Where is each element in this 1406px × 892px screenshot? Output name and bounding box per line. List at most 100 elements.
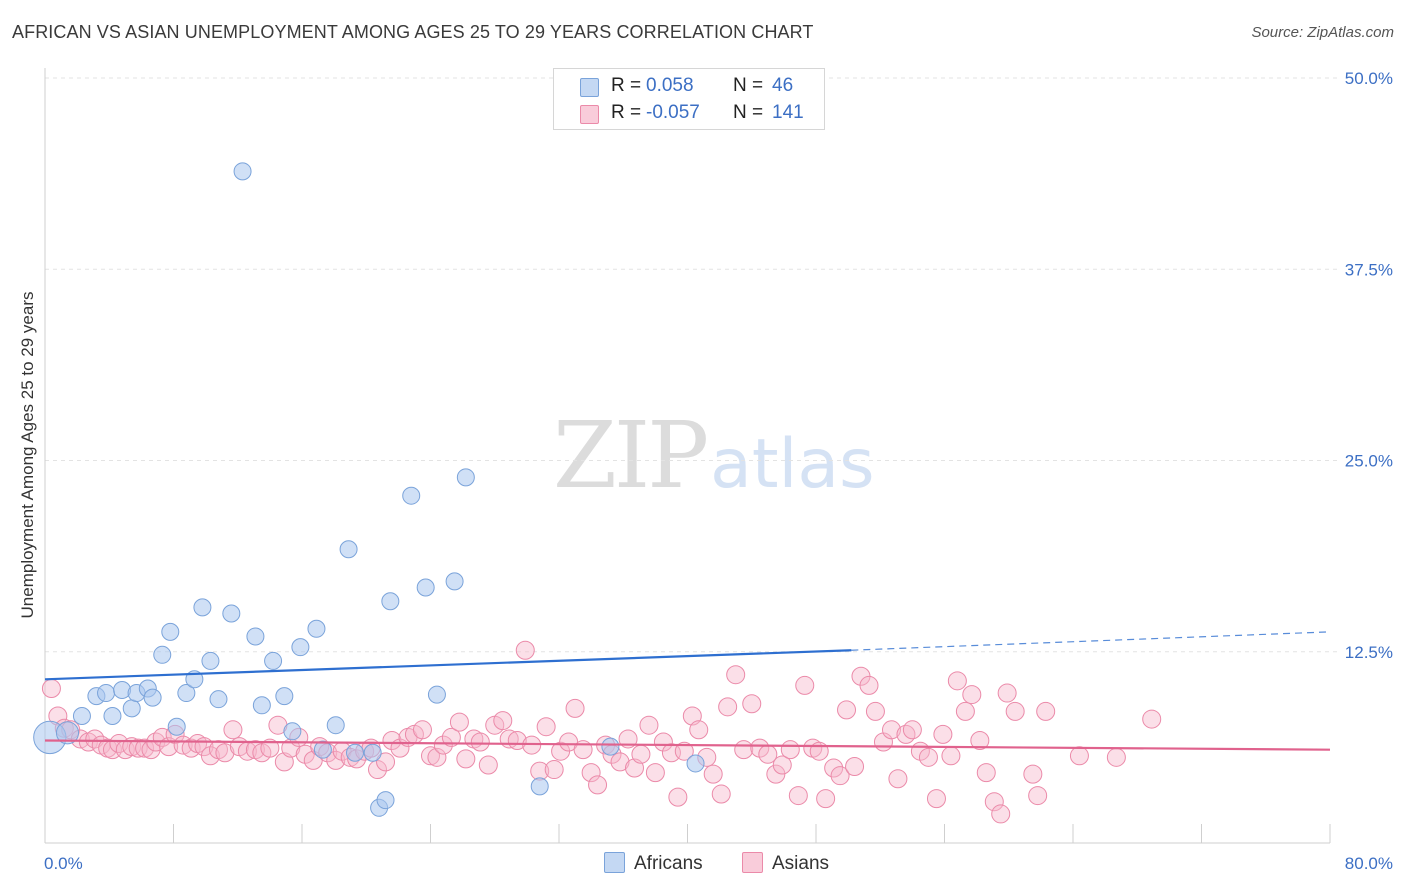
asian-point <box>41 678 61 698</box>
asian-point <box>955 701 975 721</box>
asian-point <box>780 740 800 760</box>
asian-point <box>367 760 387 780</box>
asian-point <box>376 752 396 772</box>
asian-point <box>674 741 694 761</box>
african-point <box>122 699 141 718</box>
africans-swatch <box>580 78 599 97</box>
african-point <box>346 743 365 762</box>
asian-point <box>544 760 564 780</box>
watermark-zip: ZIP <box>553 402 709 509</box>
asian-point <box>223 720 243 740</box>
asian-point <box>588 775 608 795</box>
asian-point <box>421 746 440 766</box>
watermark-atlas: atlas <box>710 425 875 504</box>
african-point <box>291 638 310 657</box>
x-tick-label: 0.0% <box>44 854 83 873</box>
africans-legend-swatch <box>604 852 625 873</box>
african-point <box>339 540 358 559</box>
african-point <box>686 754 705 773</box>
asian-point <box>610 752 630 772</box>
asian-point <box>260 738 280 758</box>
asian-point <box>326 750 346 770</box>
asian-point <box>689 720 709 740</box>
african-point <box>275 687 294 706</box>
africans-points <box>33 162 705 817</box>
african-point <box>193 598 212 617</box>
n-label: N = <box>733 75 764 96</box>
asian-point <box>653 732 673 752</box>
asian-point <box>493 711 513 731</box>
correlation-legend: R = 0.058 N = 46 R = -0.057 N = 141 <box>553 68 825 130</box>
asian-point <box>742 694 762 714</box>
y-tick-label: 37.5% <box>1345 260 1393 279</box>
asian-point <box>918 747 938 767</box>
african-point <box>177 684 196 703</box>
african-point <box>167 717 186 736</box>
asian-point <box>433 735 453 755</box>
asian-point <box>470 732 490 752</box>
asian-point <box>703 764 723 784</box>
watermark: ZIPatlas <box>553 402 875 509</box>
african-point <box>427 685 446 704</box>
african-point <box>363 743 382 762</box>
african-point <box>376 791 395 810</box>
african-point <box>264 651 283 670</box>
asian-point <box>1005 701 1025 721</box>
asian-point <box>718 697 738 717</box>
asian-point <box>772 755 792 775</box>
asians-swatch <box>580 105 599 124</box>
africans-legend-label: Africans <box>634 853 703 874</box>
asians-legend-swatch <box>742 852 763 873</box>
african-point <box>246 627 265 646</box>
asian-point <box>581 763 601 783</box>
source-credit: Source: ZipAtlas.com <box>1251 24 1394 41</box>
asian-point <box>456 749 476 769</box>
asian-point <box>859 675 879 695</box>
asian-point <box>865 701 885 721</box>
asian-point <box>382 730 402 750</box>
asian-point <box>933 724 953 744</box>
asian-point <box>565 698 585 718</box>
asians-r-value: -0.057 <box>646 102 700 123</box>
african-point <box>381 592 400 611</box>
asian-point <box>711 784 731 804</box>
asian-point <box>824 758 844 778</box>
asian-point <box>837 700 857 720</box>
asian-point <box>830 766 850 786</box>
asians-legend-label: Asians <box>772 853 830 874</box>
asian-point <box>766 764 786 784</box>
asian-point <box>668 787 688 807</box>
asian-point <box>984 792 1004 812</box>
y-tick-label: 25.0% <box>1345 452 1393 471</box>
asian-point <box>970 730 990 750</box>
asian-point <box>997 683 1017 703</box>
asian-point <box>135 738 155 758</box>
african-point <box>326 716 345 735</box>
y-tick-label: 50.0% <box>1345 69 1393 88</box>
asian-point <box>947 671 967 691</box>
african-point <box>233 162 252 181</box>
asian-point <box>631 744 651 764</box>
asian-point <box>441 727 461 747</box>
african-point <box>97 684 116 703</box>
asian-point <box>536 717 556 737</box>
asian-point <box>1028 786 1048 806</box>
african-point <box>402 486 421 505</box>
asian-point <box>645 763 665 783</box>
african-point <box>103 707 122 726</box>
african-point <box>222 604 241 623</box>
african-point <box>601 737 620 756</box>
asians-n-value: 141 <box>772 102 804 123</box>
asian-point <box>991 804 1011 824</box>
trend-lines <box>44 631 1331 751</box>
african-point <box>143 688 162 707</box>
africans-trend-extension <box>851 631 1331 651</box>
asian-point <box>845 757 865 776</box>
r-label: R = <box>611 102 642 123</box>
african-point <box>445 572 464 591</box>
asian-point <box>215 743 235 763</box>
asian-point <box>1142 709 1162 729</box>
asian-point <box>941 746 961 766</box>
asian-point <box>1036 701 1056 721</box>
